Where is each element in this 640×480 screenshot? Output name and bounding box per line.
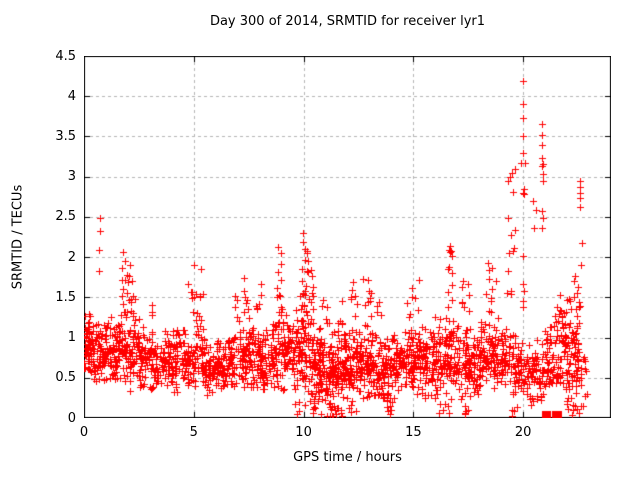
x-tick-label: 5 [189,425,198,440]
y-tick-label: 2.5 [55,209,76,225]
y-tick-label: 0.5 [55,370,76,386]
y-axis-label: SRMTID / TECUs [10,184,26,290]
x-tick-label: 15 [405,425,422,440]
chart-title: Day 300 of 2014, SRMTID for receiver lyr… [209,14,486,29]
plot-canvas [84,56,611,418]
y-tick-label: 3 [67,169,76,185]
y-tick-label: 3.5 [55,128,76,144]
x-tick-label: 10 [295,425,312,440]
y-tick-label: 0 [67,410,76,426]
y-tick-label: 4 [67,88,76,104]
y-tick-label: 1 [67,330,76,346]
x-tick-label: 20 [514,425,532,440]
y-tick-label: 2 [67,249,76,265]
plot-area [84,56,611,418]
x-axis-label: GPS time / hours [293,450,402,465]
x-tick-label: 0 [79,425,89,440]
y-tick-label: 4.5 [55,48,76,64]
y-tick-label: 1.5 [55,289,76,305]
